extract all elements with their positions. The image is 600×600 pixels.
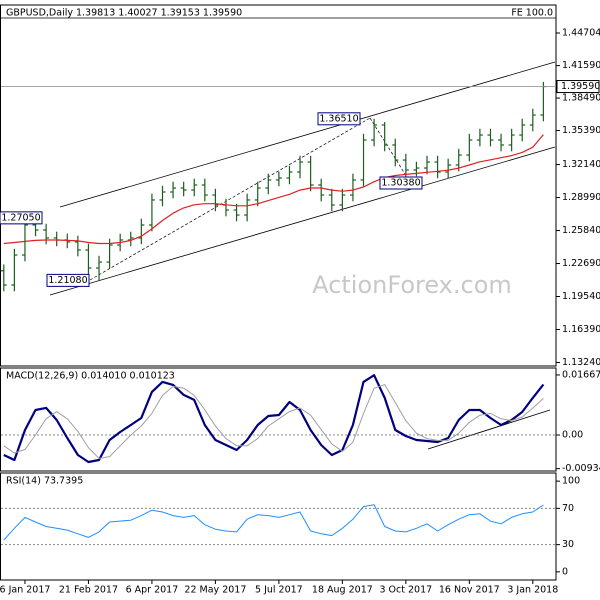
panel-title: MACD(12,26,9) 0.014010 0.010123 bbox=[6, 371, 175, 382]
y-tick-label: 1.25840 bbox=[562, 225, 600, 236]
wave-line bbox=[369, 117, 411, 183]
fe-label: FE 100.0 bbox=[511, 7, 553, 18]
price-annotation: 1.30380 bbox=[381, 177, 420, 188]
panel-title: RSI(14) 73.7395 bbox=[6, 476, 83, 487]
price-annotation-box bbox=[379, 176, 423, 190]
series-line bbox=[3, 374, 545, 464]
y-tick-label: -0.009345 bbox=[562, 463, 600, 474]
y-tick-label: 1.32140 bbox=[562, 159, 600, 170]
price-annotation: 1.27050 bbox=[1, 212, 40, 223]
series-line bbox=[3, 384, 544, 459]
x-tick-label: 6 Jan 2017 bbox=[0, 585, 50, 596]
y-tick-label: 1.16390 bbox=[562, 324, 600, 335]
x-tick-label: 6 Apr 2017 bbox=[126, 585, 179, 596]
y-tick-label: 100 bbox=[562, 476, 580, 487]
x-tick-label: 22 May 2017 bbox=[184, 585, 246, 596]
y-tick-label: 0.016672 bbox=[562, 369, 600, 380]
y-tick-label: 70 bbox=[562, 503, 574, 514]
y-tick-label: 1.44704 bbox=[562, 28, 600, 39]
x-tick-label: 18 Aug 2017 bbox=[312, 585, 373, 596]
y-tick-label: 1.38490 bbox=[562, 93, 600, 104]
y-tick-label: 1.22690 bbox=[562, 258, 600, 269]
y-tick-label: 1.41590 bbox=[562, 60, 600, 71]
y-tick-label: 0.00 bbox=[562, 429, 583, 440]
current-price-label: 1.39590 bbox=[561, 81, 600, 92]
y-tick-label: 0 bbox=[562, 566, 568, 577]
channel-lower bbox=[49, 146, 556, 296]
panel-border bbox=[0, 472, 557, 581]
y-tick-label: 1.13240 bbox=[562, 357, 600, 368]
price-annotation-box bbox=[0, 211, 43, 225]
current-price-box bbox=[556, 80, 600, 94]
price-annotation-box bbox=[46, 273, 90, 287]
panel-border bbox=[0, 367, 557, 472]
price-annotation-box bbox=[317, 112, 361, 126]
x-tick-label: 16 Nov 2017 bbox=[439, 585, 500, 596]
y-tick-label: 1.19540 bbox=[562, 291, 600, 302]
y-tick-label: 30 bbox=[562, 539, 574, 550]
price-annotation: 1.21080 bbox=[48, 275, 87, 286]
wave-line bbox=[89, 117, 371, 281]
panel-title: GBPUSD,Daily 1.39813 1.40027 1.39153 1.3… bbox=[6, 8, 242, 19]
y-tick-label: 1.35390 bbox=[562, 125, 600, 136]
x-tick-label: 3 Oct 2017 bbox=[379, 585, 432, 596]
y-tick-label: 1.28990 bbox=[562, 192, 600, 203]
macd-trend-line bbox=[427, 409, 551, 450]
x-tick-label: 5 Jul 2017 bbox=[255, 585, 303, 596]
x-tick-label: 21 Feb 2017 bbox=[59, 585, 118, 596]
watermark: ActionForex.com bbox=[312, 271, 512, 299]
series-line bbox=[3, 134, 544, 245]
price-annotation: 1.36510 bbox=[319, 113, 358, 124]
panel-border bbox=[0, 4, 557, 367]
series-line bbox=[3, 504, 544, 541]
x-tick-label: 3 Jan 2018 bbox=[507, 585, 558, 596]
